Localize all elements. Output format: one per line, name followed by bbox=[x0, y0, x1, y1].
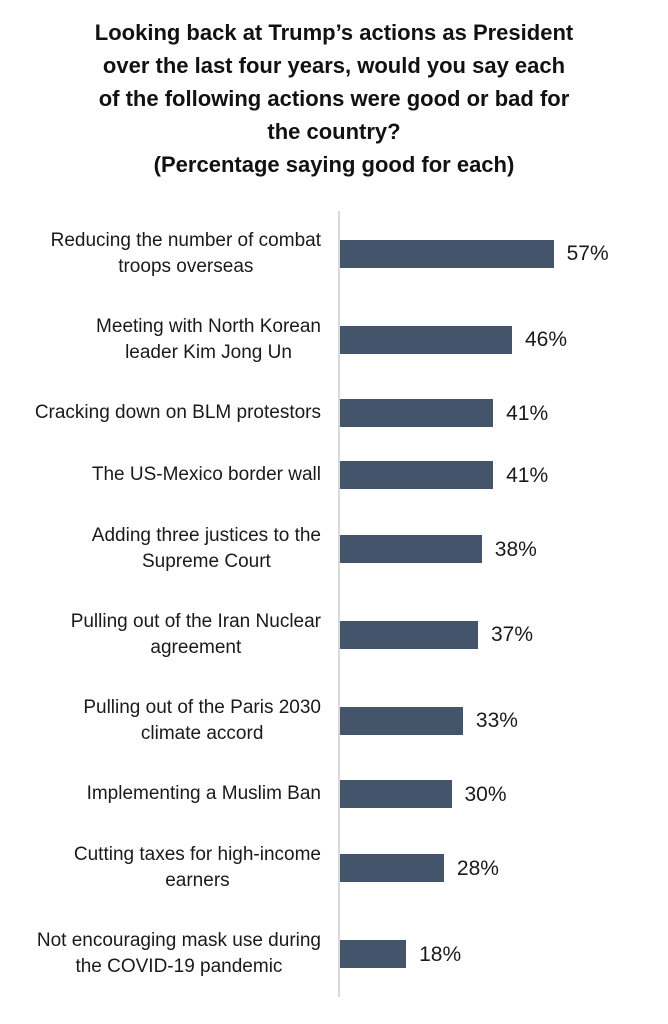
chart-row: Cutting taxes for high-income earners 28% bbox=[0, 825, 668, 911]
value-label: 37% bbox=[491, 623, 534, 647]
category-label-cell: Cutting taxes for high-income earners bbox=[0, 842, 338, 894]
bar bbox=[338, 461, 494, 490]
bar-track: 41% bbox=[338, 444, 668, 506]
category-label-cell: Cracking down on BLM protestors bbox=[0, 400, 338, 426]
chart-row: Implementing a Muslim Ban 30% bbox=[0, 764, 668, 826]
bar bbox=[338, 940, 407, 969]
bar-track: 33% bbox=[338, 678, 668, 764]
value-label: 30% bbox=[464, 782, 507, 806]
bar-track: 57% bbox=[338, 211, 668, 297]
plot-area: Reducing the number of combat troops ove… bbox=[0, 211, 668, 997]
chart-row: Pulling out of the Paris 2030 climate ac… bbox=[0, 678, 668, 764]
bar bbox=[338, 854, 444, 883]
value-label: 18% bbox=[419, 942, 462, 966]
value-label: 57% bbox=[566, 242, 609, 266]
bar bbox=[338, 535, 482, 564]
category-axis-line bbox=[338, 211, 340, 997]
bar-track: 38% bbox=[338, 506, 668, 592]
chart-row: Meeting with North Korean leader Kim Jon… bbox=[0, 297, 668, 383]
category-label: Implementing a Muslim Ban bbox=[86, 783, 321, 805]
bar-track: 30% bbox=[338, 764, 668, 826]
bar-track: 46% bbox=[338, 297, 668, 383]
bar bbox=[338, 706, 463, 735]
category-label: Meeting with North Korean leader Kim Jon… bbox=[96, 315, 321, 363]
category-label-cell: Pulling out of the Paris 2030 climate ac… bbox=[0, 695, 338, 747]
category-label: Cracking down on BLM protestors bbox=[34, 402, 321, 424]
category-label-cell: Meeting with North Korean leader Kim Jon… bbox=[0, 314, 338, 366]
category-label-cell: Reducing the number of combat troops ove… bbox=[0, 228, 338, 280]
value-label: 28% bbox=[456, 856, 499, 880]
value-label: 33% bbox=[475, 709, 518, 733]
category-label-cell: Implementing a Muslim Ban bbox=[0, 781, 338, 807]
chart-row: Reducing the number of combat troops ove… bbox=[0, 211, 668, 297]
chart-row: The US-Mexico border wall 41% bbox=[0, 444, 668, 506]
bar bbox=[338, 325, 512, 354]
bar bbox=[338, 620, 478, 649]
chart-row: Adding three justices to the Supreme Cou… bbox=[0, 506, 668, 592]
bar bbox=[338, 780, 452, 809]
chart-title: Looking back at Trump’s actions as Presi… bbox=[94, 20, 574, 177]
bar-track: 28% bbox=[338, 825, 668, 911]
category-label: Cutting taxes for high-income earners bbox=[73, 844, 321, 892]
value-label: 41% bbox=[506, 401, 549, 425]
bar-track: 18% bbox=[338, 911, 668, 997]
chart-row: Not encouraging mask use during the COVI… bbox=[0, 911, 668, 997]
bar-track: 37% bbox=[338, 592, 668, 678]
value-label: 41% bbox=[506, 463, 549, 487]
category-label-cell: Not encouraging mask use during the COVI… bbox=[0, 928, 338, 980]
category-label: The US-Mexico border wall bbox=[91, 464, 321, 486]
chart-row: Cracking down on BLM protestors 41% bbox=[0, 383, 668, 445]
bar bbox=[338, 239, 554, 268]
category-label-cell: Adding three justices to the Supreme Cou… bbox=[0, 523, 338, 575]
category-label-cell: The US-Mexico border wall bbox=[0, 462, 338, 488]
bar-track: 41% bbox=[338, 383, 668, 445]
bar bbox=[338, 399, 494, 428]
value-label: 46% bbox=[525, 328, 568, 352]
category-label-cell: Pulling out of the Iran Nuclear agreemen… bbox=[0, 609, 338, 661]
chart-row: Pulling out of the Iran Nuclear agreemen… bbox=[0, 592, 668, 678]
category-label: Reducing the number of combat troops ove… bbox=[50, 229, 321, 277]
category-label: Adding three justices to the Supreme Cou… bbox=[91, 525, 321, 573]
category-label: Not encouraging mask use during the COVI… bbox=[36, 930, 321, 978]
bar-chart: Looking back at Trump’s actions as Presi… bbox=[0, 16, 668, 997]
category-label: Pulling out of the Iran Nuclear agreemen… bbox=[70, 610, 321, 658]
category-label: Pulling out of the Paris 2030 climate ac… bbox=[83, 696, 321, 744]
value-label: 38% bbox=[494, 537, 537, 561]
bar-rows: Reducing the number of combat troops ove… bbox=[0, 211, 668, 997]
